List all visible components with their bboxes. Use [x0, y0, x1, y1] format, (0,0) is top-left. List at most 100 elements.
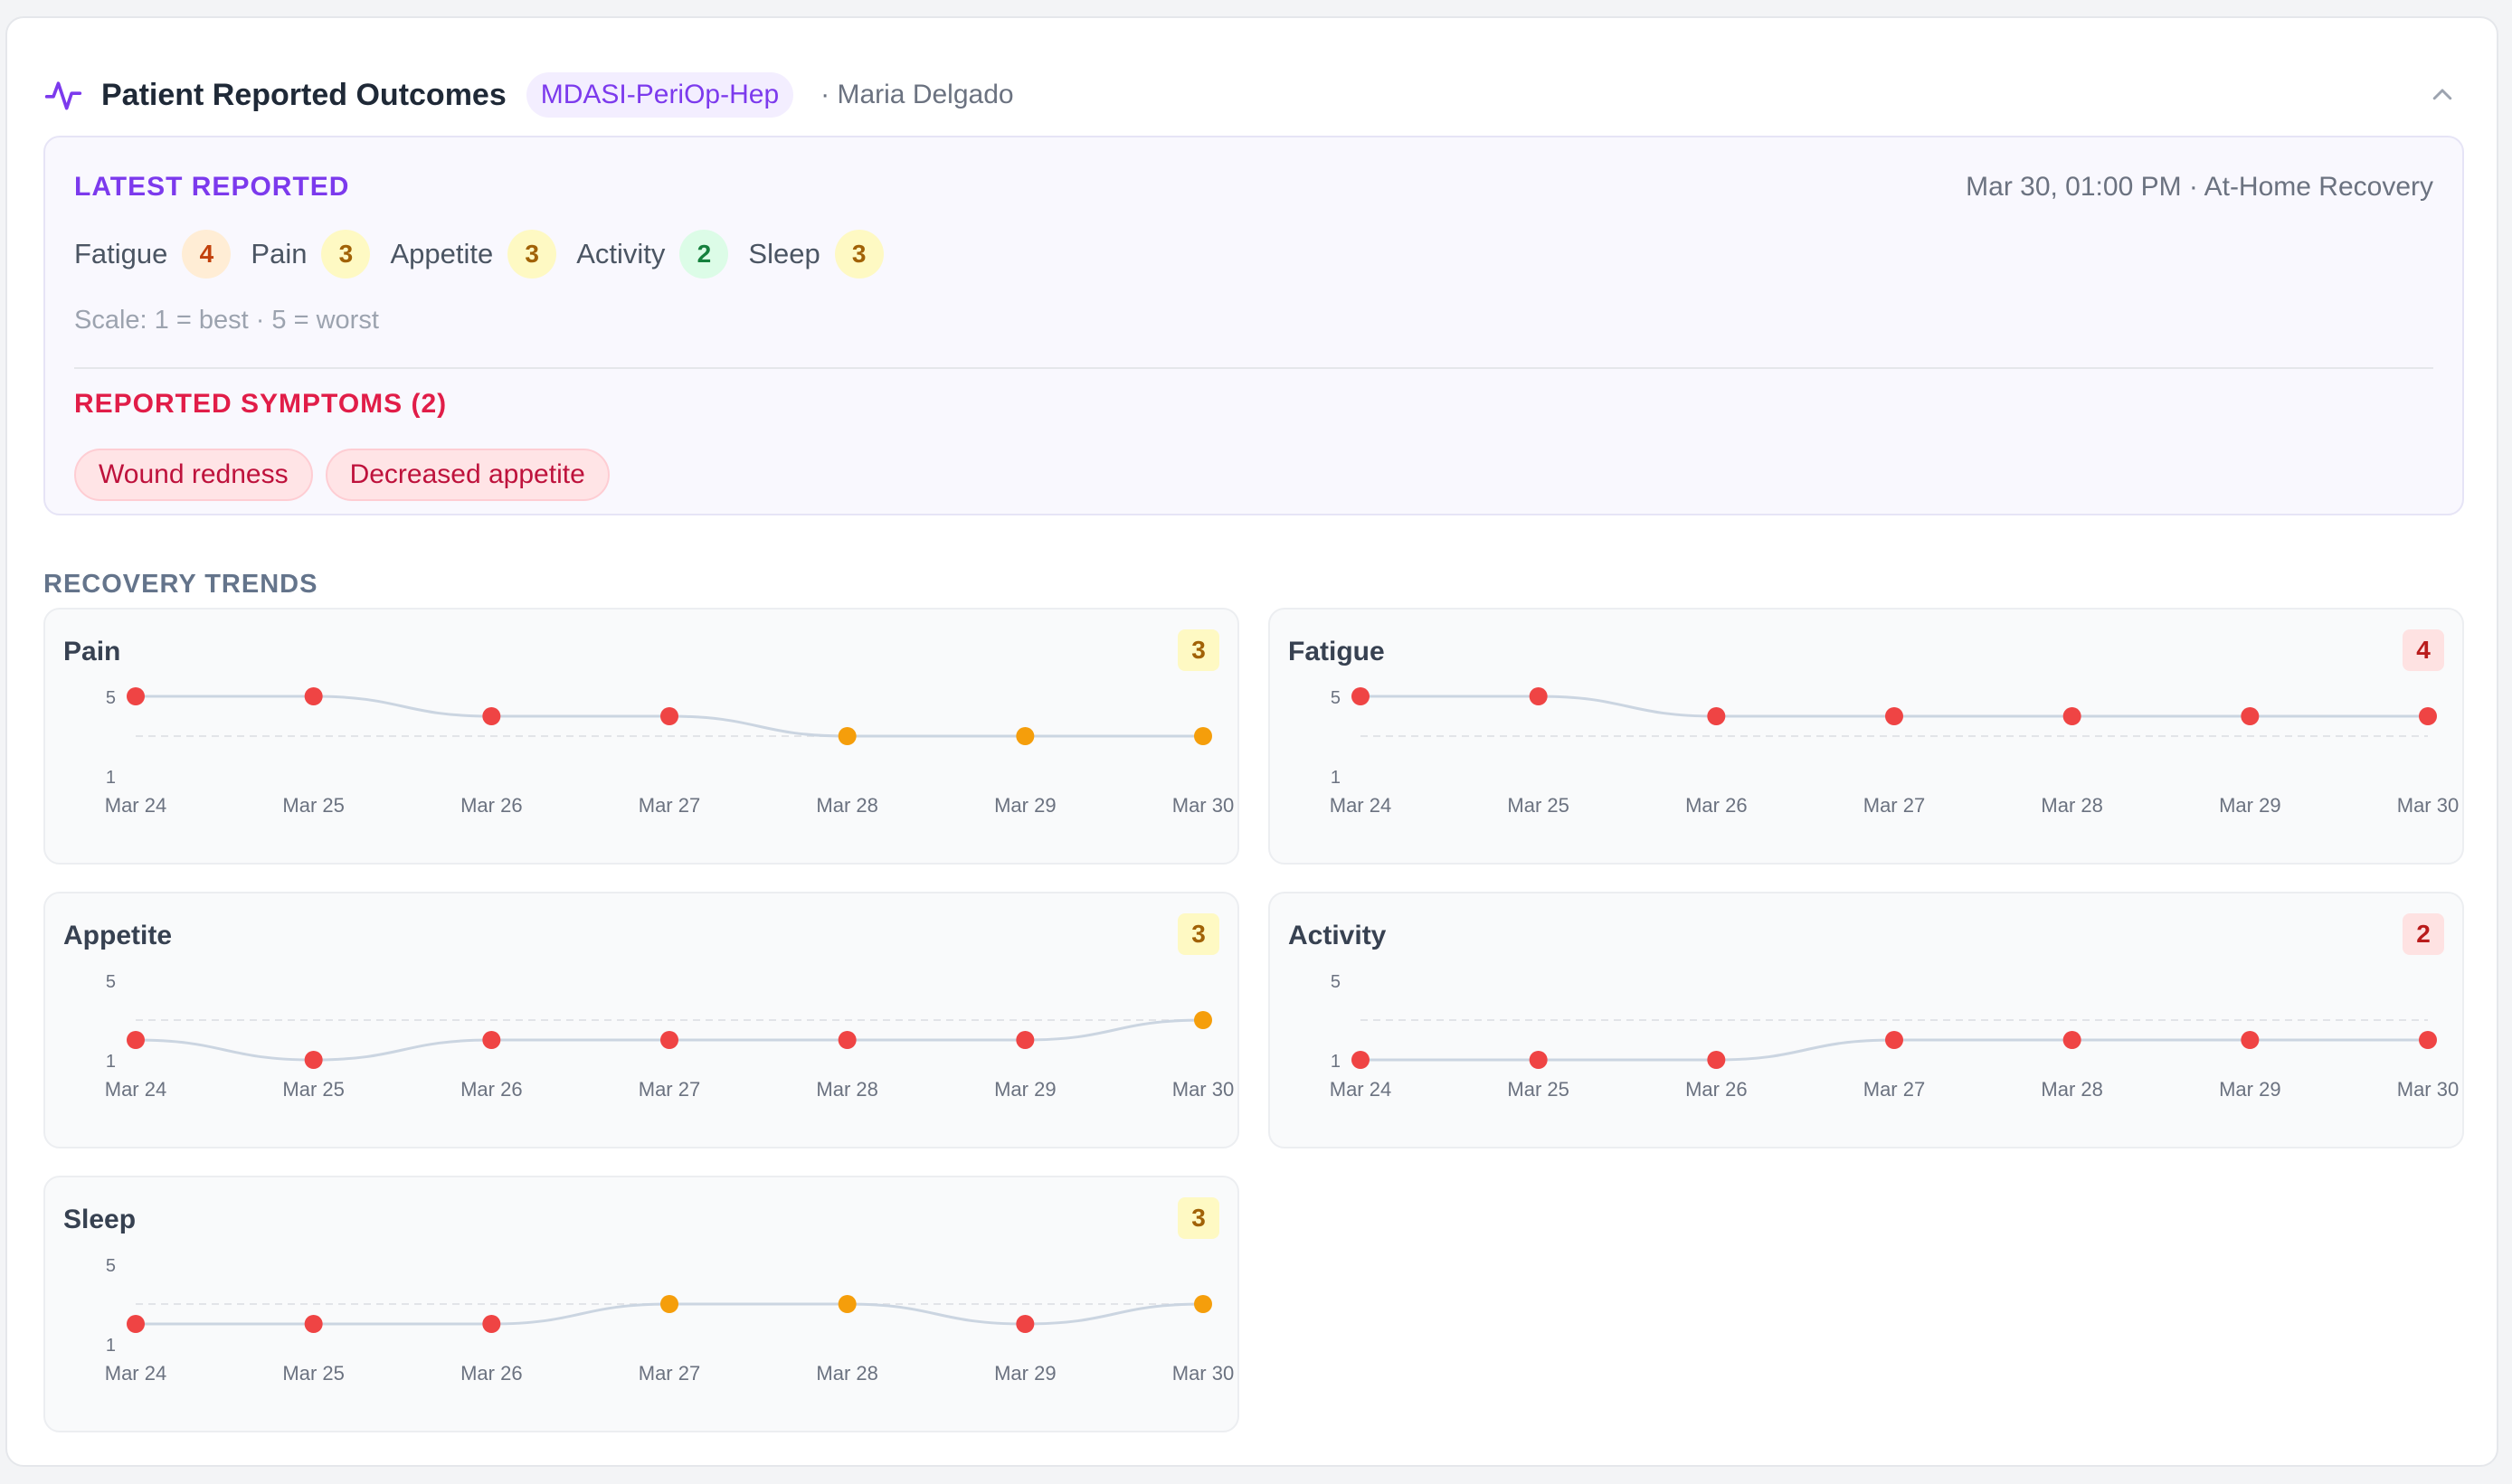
x-axis-date-label: Mar 24 [105, 1078, 166, 1101]
data-point[interactable] [660, 707, 678, 725]
data-point[interactable] [304, 1315, 323, 1333]
data-point[interactable] [304, 687, 323, 705]
y-axis-max-label: 5 [106, 1256, 116, 1276]
x-axis-date-label: Mar 29 [994, 1078, 1056, 1101]
score-name-activity: Activity [576, 238, 666, 269]
x-axis-date-label: Mar 25 [282, 1078, 344, 1101]
x-axis-date-label: Mar 28 [816, 794, 877, 817]
instrument-tag: MDASI-PeriOp-Hep [526, 72, 794, 118]
data-point[interactable] [1351, 1051, 1370, 1069]
activity-pulse-icon [44, 81, 82, 110]
score-name-sleep: Sleep [748, 238, 820, 269]
x-axis-date-label: Mar 30 [1172, 1078, 1234, 1101]
data-point[interactable] [2062, 707, 2081, 725]
trend-card-title: Pain [63, 637, 121, 666]
score-name-appetite: Appetite [390, 238, 494, 269]
score-badge-sleep: 3 [834, 230, 884, 279]
data-point[interactable] [838, 1031, 857, 1049]
trends-label: RECOVERY TRENDS [43, 570, 318, 599]
data-point[interactable] [482, 1031, 501, 1049]
symptom-chips: Wound redness Decreased appetite [74, 449, 622, 501]
y-axis-max-label: 5 [106, 688, 116, 708]
sleep-trend-chart: 5 1 Mar 24 Mar 25 Mar 26 Mar 27 Mar 28 Mar 29 Ma… [105, 1256, 1234, 1385]
fatigue-trend-chart: 5 1 Mar 24 Mar 25 Mar 26 Mar 27 Mar 28 Mar 29 Ma… [1330, 687, 2459, 817]
x-axis-date-label: Mar 26 [460, 1078, 522, 1101]
data-point[interactable] [660, 1295, 678, 1313]
x-axis-date-label: Mar 25 [282, 1362, 344, 1385]
x-axis-date-label: Mar 30 [1172, 794, 1234, 817]
symptom-chip: Wound redness [74, 449, 313, 501]
trend-card-pain: Pain 3 5 1 Mar 24 Mar 25 Mar 26 Mar 27 Mar 28 M… [43, 608, 1239, 865]
data-point[interactable] [482, 1315, 501, 1333]
data-point[interactable] [2241, 707, 2260, 725]
pain-trend-chart: 5 1 Mar 24 Mar 25 Mar 26 Mar 27 Mar 28 Mar 29 Ma… [105, 687, 1234, 817]
data-point[interactable] [1351, 687, 1370, 705]
latest-label: LATEST REPORTED [74, 172, 350, 202]
latest-timestamp: Mar 30, 01:00 PM · At-Home Recovery [1966, 172, 2433, 202]
x-axis-date-label: Mar 26 [460, 794, 522, 817]
section-divider [74, 367, 2433, 369]
appetite-trend-chart: 5 1 Mar 24 Mar 25 Mar 26 Mar 27 Mar 28 Mar 29 Ma… [105, 972, 1234, 1101]
data-point[interactable] [1707, 707, 1726, 725]
data-point[interactable] [838, 1295, 857, 1313]
scale-note: Scale: 1 = best · 5 = worst [74, 306, 379, 335]
x-axis-date-label: Mar 25 [1507, 1078, 1569, 1101]
x-axis-date-label: Mar 29 [994, 1362, 1056, 1385]
data-point[interactable] [1016, 727, 1035, 745]
x-axis-date-label: Mar 27 [639, 794, 700, 817]
x-axis-date-label: Mar 25 [1507, 794, 1569, 817]
score-badge-activity: 2 [679, 230, 729, 279]
symptoms-label: REPORTED SYMPTOMS (2) [74, 389, 448, 419]
patient-name: · Maria Delgado [820, 80, 1014, 109]
data-point[interactable] [1707, 1051, 1726, 1069]
data-point[interactable] [1194, 1011, 1212, 1029]
y-axis-max-label: 5 [1331, 972, 1341, 992]
data-point[interactable] [127, 1315, 145, 1333]
data-point[interactable] [1529, 1051, 1548, 1069]
data-point[interactable] [482, 707, 501, 725]
data-point[interactable] [2419, 1031, 2437, 1049]
score-badge-appetite: 3 [507, 230, 557, 279]
x-axis-date-label: Mar 30 [1172, 1362, 1234, 1385]
trend-card-badge: 3 [1178, 1197, 1219, 1239]
data-point[interactable] [1194, 727, 1212, 745]
x-axis-date-label: Mar 29 [994, 794, 1056, 817]
data-point[interactable] [2241, 1031, 2260, 1049]
data-point[interactable] [1885, 707, 1903, 725]
y-axis-min-label: 1 [106, 1336, 116, 1356]
data-point[interactable] [838, 727, 857, 745]
data-point[interactable] [1016, 1031, 1035, 1049]
chevron-up-icon [2432, 89, 2452, 100]
trend-card-title: Sleep [63, 1205, 137, 1234]
score-name-fatigue: Fatigue [74, 238, 168, 269]
x-axis-date-label: Mar 24 [105, 794, 166, 817]
data-point[interactable] [660, 1031, 678, 1049]
trend-card-title: Activity [1288, 921, 1387, 950]
x-axis-date-label: Mar 27 [1863, 794, 1925, 817]
data-point[interactable] [1016, 1315, 1035, 1333]
trend-card-badge: 3 [1178, 913, 1219, 955]
data-point[interactable] [2062, 1031, 2081, 1049]
symptom-chip: Decreased appetite [325, 449, 610, 501]
data-point[interactable] [1885, 1031, 1903, 1049]
data-point[interactable] [2419, 707, 2437, 725]
x-axis-date-label: Mar 27 [639, 1078, 700, 1101]
trend-card-title: Appetite [63, 921, 172, 950]
y-axis-min-label: 1 [106, 768, 116, 788]
score-name-pain: Pain [251, 238, 308, 269]
x-axis-date-label: Mar 26 [1685, 1078, 1747, 1101]
x-axis-date-label: Mar 30 [2397, 1078, 2459, 1101]
collapse-button[interactable] [2424, 77, 2460, 113]
trend-card-sleep: Sleep 3 5 1 Mar 24 Mar 25 Mar 26 Mar 27 Mar 28… [43, 1176, 1239, 1432]
trend-card-badge: 2 [2403, 913, 2444, 955]
data-point[interactable] [127, 1031, 145, 1049]
data-point[interactable] [1194, 1295, 1212, 1313]
x-axis-date-label: Mar 27 [1863, 1078, 1925, 1101]
data-point[interactable] [304, 1051, 323, 1069]
x-axis-date-label: Mar 29 [2219, 1078, 2280, 1101]
x-axis-date-label: Mar 28 [2041, 1078, 2102, 1101]
data-point[interactable] [127, 687, 145, 705]
trend-card-appetite: Appetite 3 5 1 Mar 24 Mar 25 Mar 26 Mar 27 Mar… [43, 892, 1239, 1148]
data-point[interactable] [1529, 687, 1548, 705]
panel-header: Patient Reported Outcomes MDASI-PeriOp-H… [43, 56, 2460, 134]
